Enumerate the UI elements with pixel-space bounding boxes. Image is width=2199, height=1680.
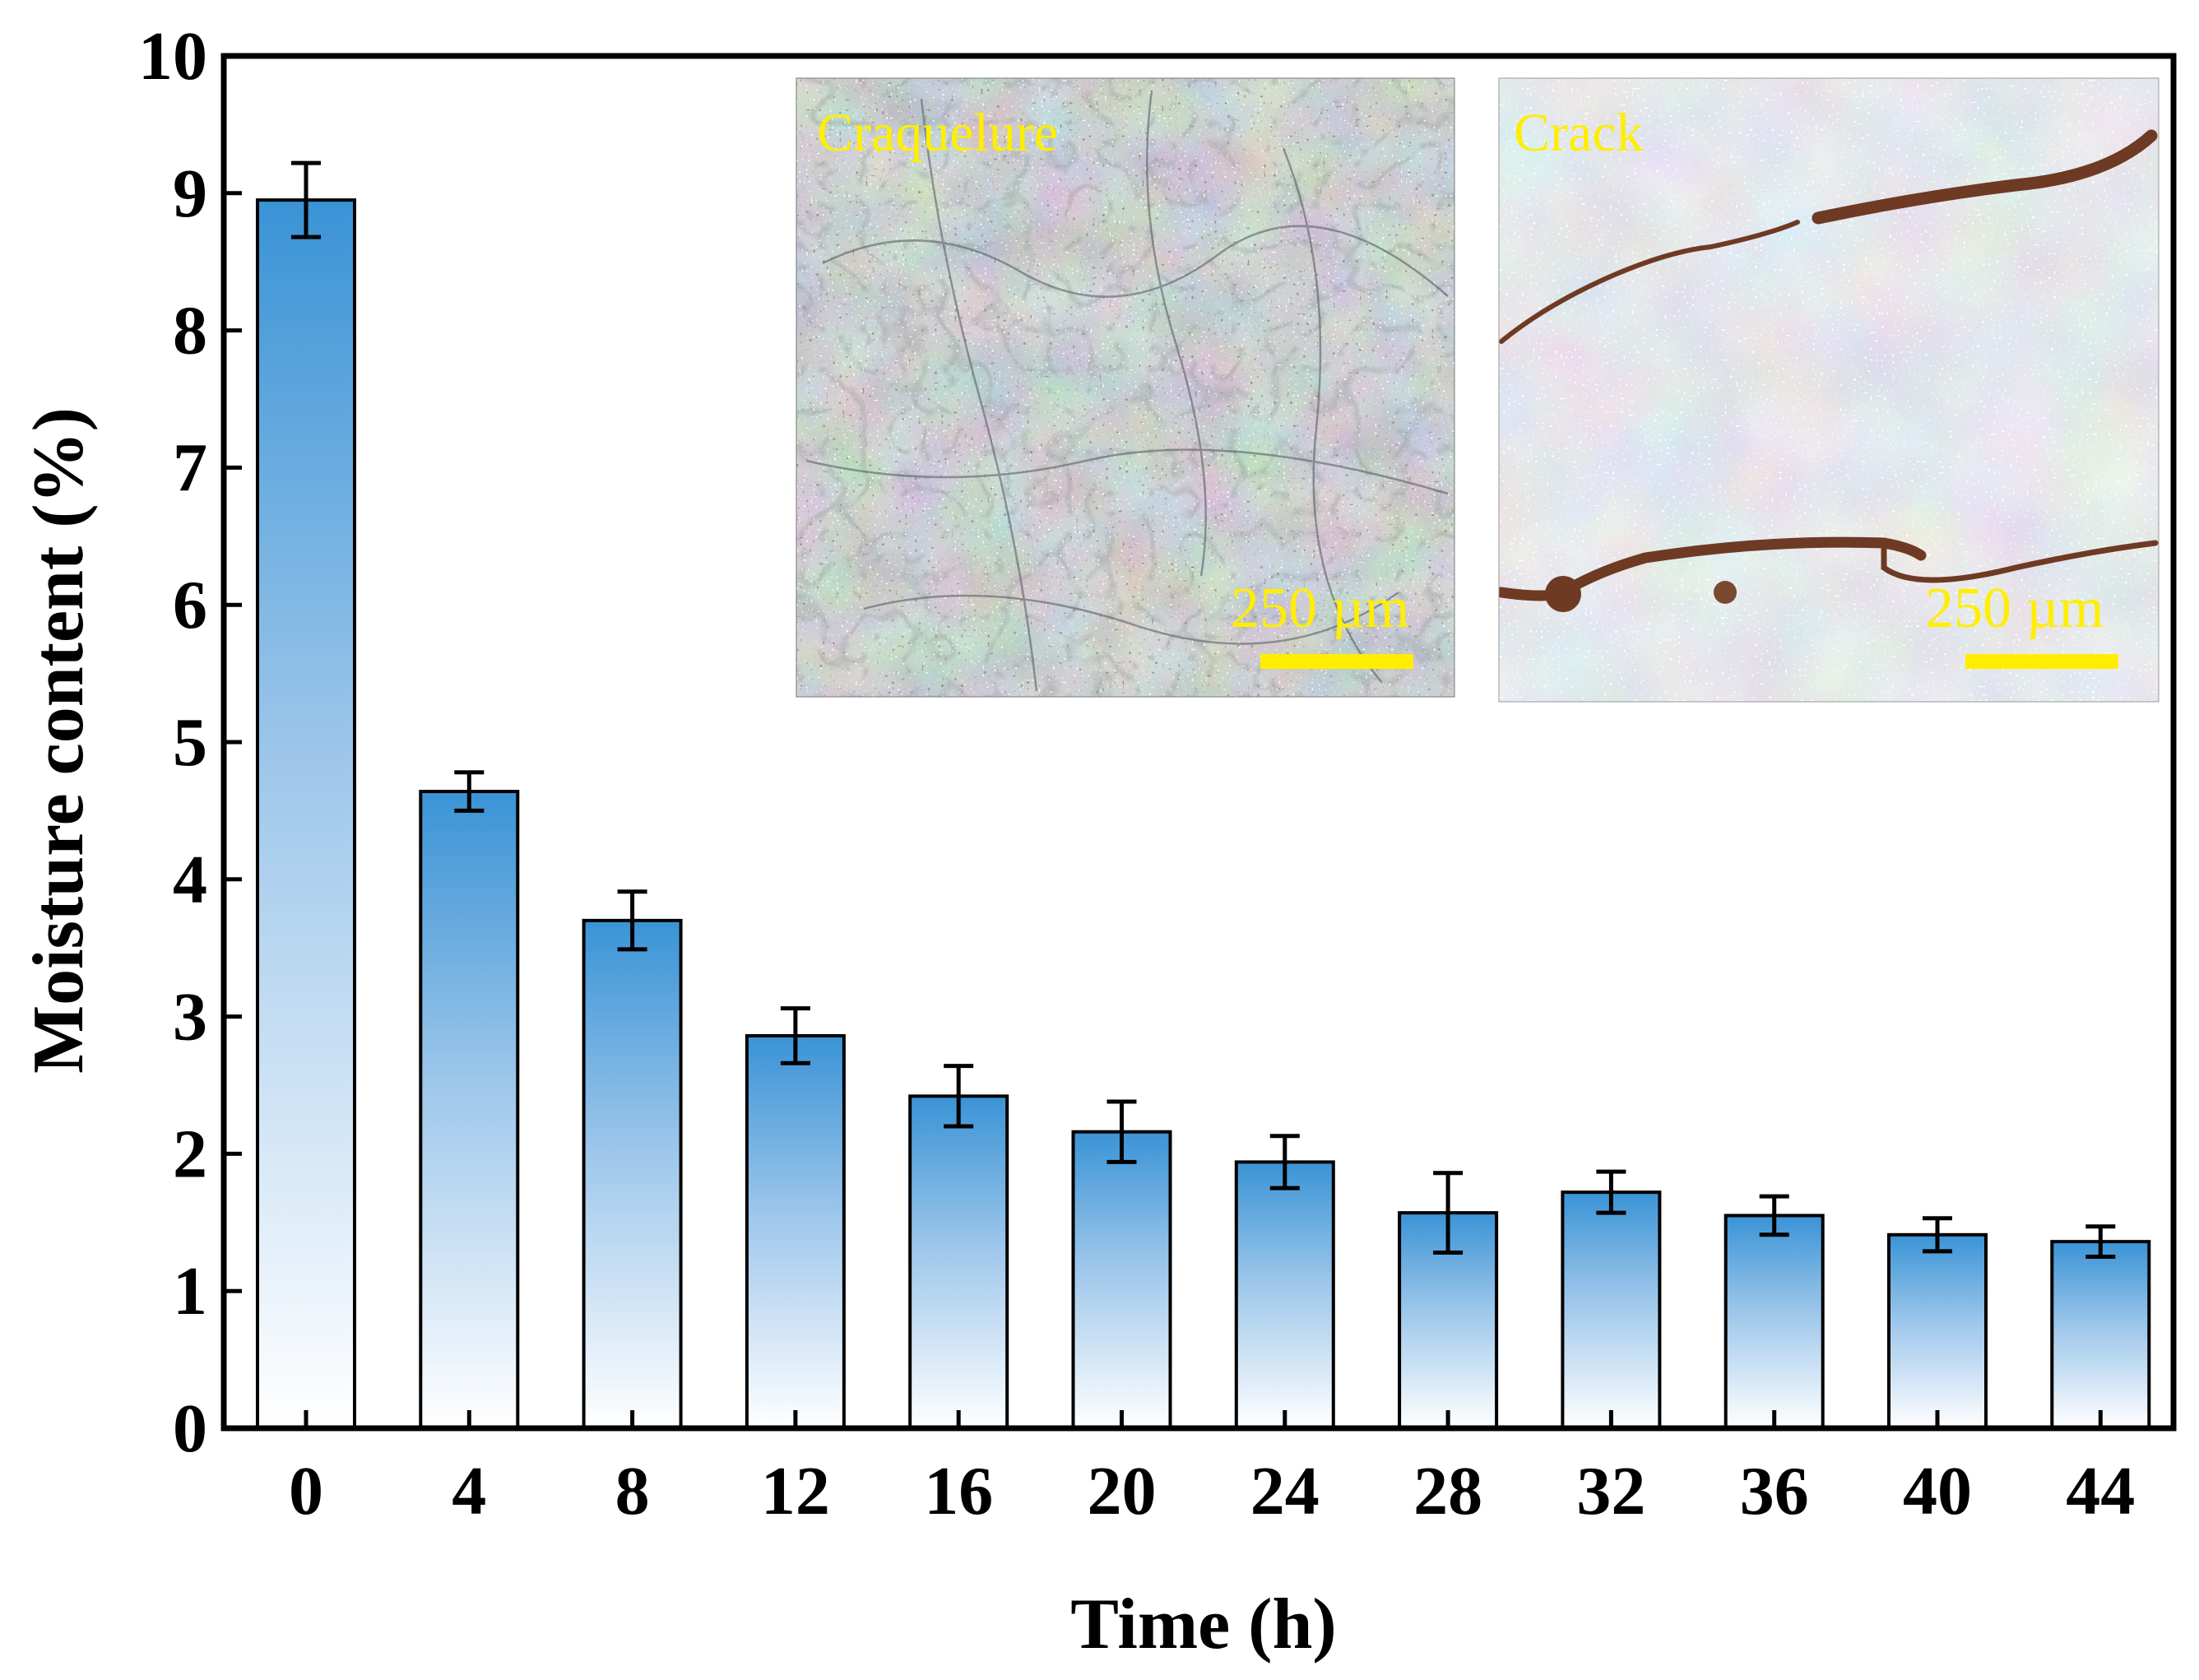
error-bar-12h: [780, 1006, 810, 1065]
y-tick-label: 7: [173, 429, 207, 506]
bar-12h: [745, 1033, 846, 1431]
y-tick-label: 0: [173, 1390, 207, 1467]
bar-4h: [419, 790, 520, 1430]
bar-16h: [908, 1094, 1009, 1430]
bar-36h: [1723, 1214, 1825, 1430]
error-bar-32h: [1596, 1169, 1626, 1215]
y-tick-label: 9: [173, 155, 207, 232]
error-bar-0h: [291, 160, 321, 239]
error-bar-4h: [454, 770, 485, 813]
bar-40h: [1887, 1232, 1988, 1431]
y-tick-label: 2: [173, 1116, 207, 1192]
y-tick-label: 3: [173, 979, 207, 1056]
craquelure-scale-bar: [1260, 654, 1413, 669]
x-axis: 0 4 8 12 16 20 24 28 32 36 40 44: [289, 1410, 2135, 1529]
craquelure-inset: Craquelure 250 µm: [796, 77, 1455, 698]
craquelure-scale-label: 250 µm: [1231, 577, 1409, 640]
bar-8h: [582, 918, 683, 1430]
craquelure-micrograph-image: [796, 78, 1454, 697]
x-tick-label: 44: [2066, 1453, 2135, 1529]
x-tick-label: 12: [761, 1453, 830, 1529]
x-tick-label: 28: [1413, 1453, 1482, 1529]
y-axis-title: Moisture content (%): [19, 407, 99, 1074]
bar-0h: [256, 198, 356, 1430]
y-tick-label: 1: [173, 1253, 207, 1330]
error-bar-series: [291, 160, 2116, 1259]
x-tick-label: 0: [289, 1453, 323, 1529]
bar-32h: [1561, 1190, 1662, 1430]
y-tick-label: 10: [138, 18, 207, 95]
error-bar-20h: [1106, 1099, 1137, 1164]
x-tick-label: 8: [615, 1453, 650, 1529]
crack-scale-bar: [1965, 654, 2118, 669]
bar-44h: [2050, 1240, 2151, 1430]
x-axis-title: Time (h): [1070, 1585, 1336, 1664]
y-tick-label: 5: [173, 704, 207, 781]
crack-scale-label: 250 µm: [1925, 577, 2104, 640]
y-tick-label: 6: [173, 567, 207, 643]
x-tick-label: 20: [1088, 1453, 1157, 1529]
x-tick-label: 16: [924, 1453, 993, 1529]
error-bar-36h: [1759, 1194, 1789, 1237]
y-tick-label: 8: [173, 293, 207, 369]
craquelure-label: Craquelure: [817, 103, 1058, 163]
x-tick-label: 36: [1740, 1453, 1809, 1529]
x-tick-label: 4: [452, 1453, 486, 1529]
error-bar-40h: [1923, 1216, 1952, 1254]
y-tick-label: 4: [173, 842, 207, 918]
x-tick-label: 24: [1250, 1453, 1320, 1529]
error-bar-24h: [1269, 1134, 1300, 1190]
crack-frame: [1498, 77, 2160, 703]
x-tick-label: 32: [1576, 1453, 1645, 1529]
bar-24h: [1234, 1160, 1335, 1430]
y-axis: 0 1 2 3 4 5 6 7 8 9 10: [138, 18, 242, 1467]
bar-20h: [1071, 1130, 1172, 1431]
crack-micrograph-image: [1499, 78, 2159, 702]
crack-inset: Crack 250 µm: [1498, 77, 2160, 703]
craquelure-frame: [796, 77, 1455, 698]
error-bar-44h: [2085, 1224, 2116, 1259]
x-tick-label: 40: [1903, 1453, 1972, 1529]
error-bar-8h: [617, 889, 647, 952]
error-bar-28h: [1433, 1171, 1464, 1255]
crack-label: Crack: [1514, 103, 1644, 163]
plot-frame: [220, 53, 2177, 1432]
error-bar-16h: [944, 1064, 974, 1129]
